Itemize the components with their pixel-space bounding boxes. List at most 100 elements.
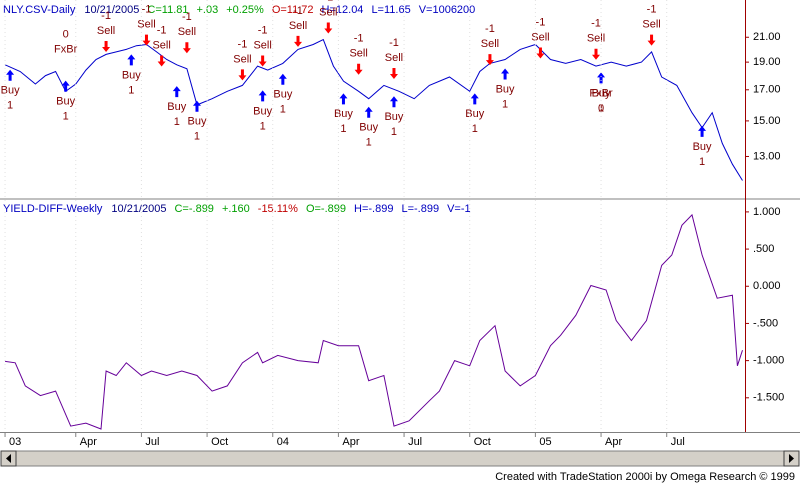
x-tick-label: Oct (474, 436, 491, 448)
signal-label: Sell (587, 33, 605, 45)
signal-label: Sell (97, 25, 115, 37)
signal-label: Sell (385, 52, 403, 64)
signal-arrow (6, 69, 15, 81)
signal-qty: 1 (128, 84, 134, 96)
signal-label: Buy (187, 116, 206, 128)
signal-arrow (501, 68, 510, 80)
signal-qty: -1 (182, 11, 192, 23)
signal-arrow (597, 72, 606, 84)
signal-arrow (470, 93, 479, 105)
signal-qty: 1 (280, 104, 286, 116)
signal-arrow (258, 90, 267, 102)
header-field: V=1006200 (419, 4, 476, 16)
signal-arrow (389, 96, 398, 108)
signal-arrow (364, 106, 373, 118)
header-field: C=11.81 (147, 4, 188, 16)
signal-label: FxBr (589, 87, 613, 99)
header-field: 10/21/2005 (111, 203, 166, 215)
signal-qty: -1 (157, 24, 167, 36)
y-tick-label: -1.500 (753, 392, 784, 404)
y-tick-label: 0.000 (753, 280, 781, 292)
signal-arrow (592, 48, 600, 60)
scrollbar[interactable] (0, 450, 800, 467)
signal-label: Buy (359, 122, 378, 134)
signal-qty: -1 (293, 5, 303, 17)
x-tick-label: Apr (342, 436, 359, 448)
y-tick-label: 13.00 (753, 150, 781, 162)
signal-arrow (324, 22, 333, 34)
signal-qty: 1 (174, 116, 180, 128)
x-tick-label: Jul (671, 436, 685, 448)
x-tick-label: Oct (211, 436, 228, 448)
signal-qty: -1 (485, 23, 495, 35)
y-tick-label: 21.00 (753, 31, 781, 43)
signal-qty: -1 (536, 16, 546, 28)
signal-qty: 1 (391, 126, 397, 138)
signal-label: Buy (1, 85, 20, 97)
signal-arrow (238, 69, 247, 81)
signal-qty: -1 (323, 0, 333, 3)
signal-arrow (647, 34, 656, 46)
y-tick-label: 17.00 (753, 84, 781, 96)
signal-label: Buy (56, 95, 75, 107)
signal-label: Sell (178, 26, 196, 38)
header-field: +0.25% (226, 4, 264, 16)
signal-label: Sell (233, 53, 251, 65)
signal-qty: 1 (502, 98, 508, 110)
signal-label: Sell (152, 39, 170, 51)
signal-arrow (339, 93, 348, 105)
signal-label: Sell (253, 39, 271, 51)
signal-arrow (192, 100, 201, 112)
signal-arrow (389, 68, 398, 80)
signal-qty: -1 (238, 38, 248, 50)
header-field: C=-.899 (174, 203, 213, 215)
pane-title: YIELD-DIFF-Weekly (3, 203, 103, 215)
signal-label: Sell (319, 6, 337, 18)
signal-arrow (61, 80, 70, 92)
signal-qty: -1 (647, 4, 657, 16)
header-field: 10/21/2005 (84, 4, 139, 16)
signal-label: Buy (496, 83, 515, 95)
signal-label: Buy (334, 108, 353, 120)
signal-label: Buy (693, 141, 712, 153)
signal-qty: 1 (63, 110, 69, 122)
signal-qty: -1 (142, 4, 152, 16)
header-field: +.03 (196, 4, 218, 16)
signal-label: FxBr (54, 43, 78, 55)
signal-label: Buy (465, 108, 484, 120)
price-line (5, 213, 743, 430)
signal-label: Sell (481, 38, 499, 50)
signal-label: Buy (122, 69, 141, 81)
x-tick-label: Apr (80, 436, 97, 448)
pane-title: NLY.CSV-Daily (3, 4, 76, 16)
signal-label: Sell (137, 19, 155, 31)
signal-qty: 1 (699, 156, 705, 168)
signal-arrow (278, 73, 287, 85)
x-tick-label: Jul (145, 436, 159, 448)
signal-arrow (172, 86, 181, 98)
signal-label: Buy (167, 101, 186, 113)
signal-qty: -1 (101, 10, 111, 22)
signal-qty: 1 (366, 137, 372, 149)
signal-qty: 1 (7, 100, 13, 112)
signal-label: Sell (349, 48, 367, 60)
x-tick-label: 04 (277, 436, 289, 448)
y-tick-label: 19.00 (753, 56, 781, 68)
header-field: +.160 (222, 203, 250, 215)
signal-arrow (182, 42, 191, 54)
header-field: H=-.899 (354, 203, 393, 215)
y-tick-label: -.500 (753, 317, 778, 329)
y-tick-label: -1.000 (753, 355, 784, 367)
y-tick-label: .500 (753, 243, 774, 255)
signal-qty: 1 (194, 131, 200, 143)
header-field: -15.11% (258, 203, 298, 215)
x-tick-label: Jul (408, 436, 422, 448)
signal-label: Buy (384, 111, 403, 123)
signal-label: Sell (531, 31, 549, 43)
signal-qty: 1 (260, 120, 266, 132)
signal-arrow (698, 125, 707, 137)
signal-arrow (127, 54, 136, 66)
header-field: H=12.04 (322, 4, 364, 16)
signal-qty: 1 (472, 123, 478, 135)
scroll-left-arrow (6, 454, 11, 463)
